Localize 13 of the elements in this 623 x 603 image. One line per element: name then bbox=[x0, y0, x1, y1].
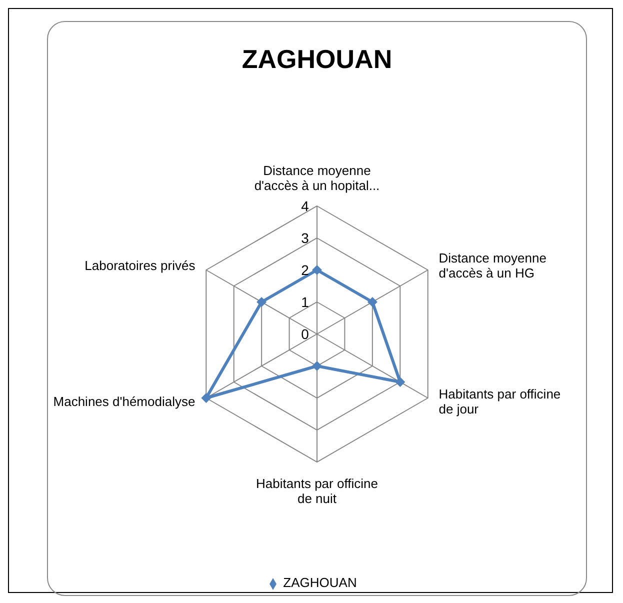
spoke-label: Distance moyenne d'accès à un hopital... bbox=[254, 163, 380, 193]
spoke-label: Laboratoires privés bbox=[84, 258, 196, 273]
spoke-label: Habitants par officine de nuit bbox=[256, 476, 378, 506]
y-tick-label: 4 bbox=[301, 198, 310, 214]
legend-label: ZAGHOUAN bbox=[283, 575, 357, 590]
y-tick-label: 0 bbox=[301, 326, 310, 342]
chart-title: ZAGHOUAN bbox=[240, 44, 394, 76]
y-tick-label: 2 bbox=[301, 262, 310, 278]
spoke-label: Machines d'hémodialyse bbox=[53, 394, 196, 409]
y-tick-label: 3 bbox=[301, 230, 310, 246]
y-tick-label: 1 bbox=[301, 294, 310, 310]
spoke-label: Habitants par officine de jour bbox=[438, 386, 561, 416]
spoke-label: Distance moyenne d'accès à un HG bbox=[438, 250, 546, 280]
